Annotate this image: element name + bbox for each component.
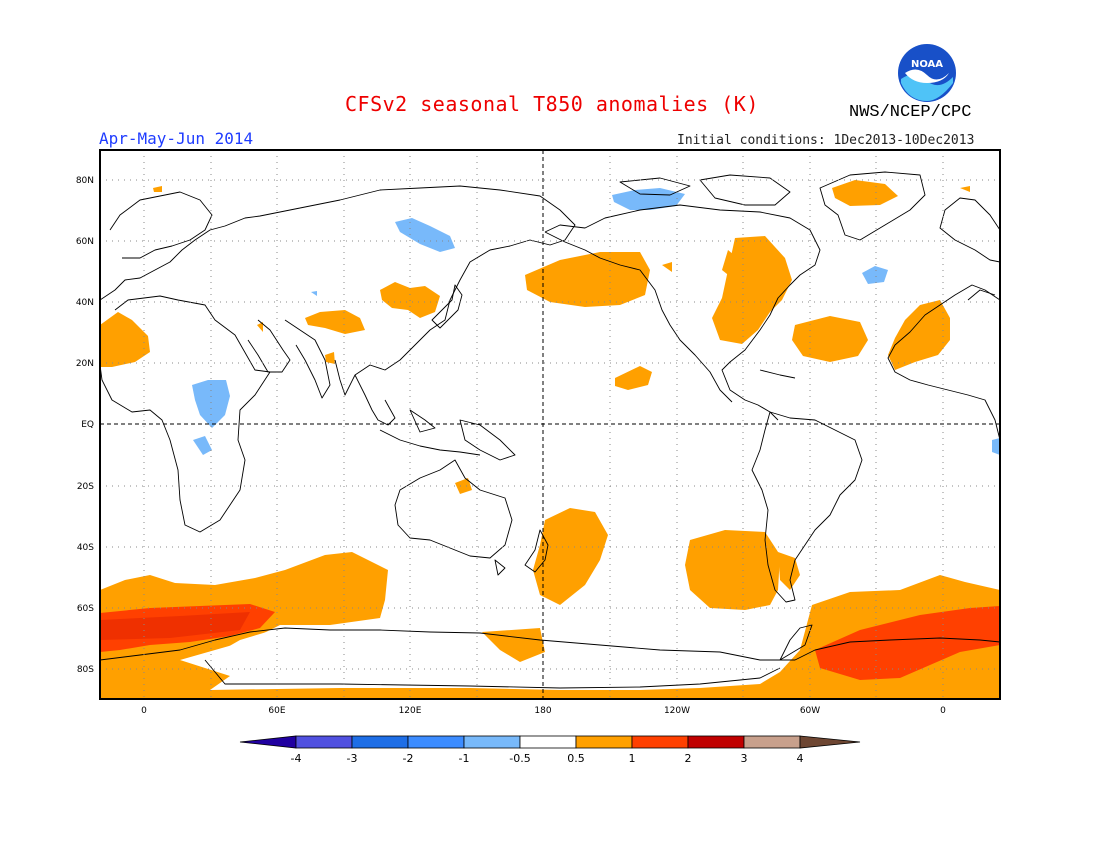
- map-title: CFSv2 seasonal T850 anomalies (K): [345, 92, 759, 116]
- svg-text:60W: 60W: [800, 706, 820, 716]
- svg-text:40N: 40N: [76, 298, 94, 308]
- svg-text:3: 3: [741, 752, 748, 765]
- svg-text:20N: 20N: [76, 359, 94, 369]
- svg-text:120E: 120E: [399, 706, 422, 716]
- anomaly-orange-south-pacific-1: [533, 508, 608, 605]
- colorbar-labels: -4 -3 -2 -1 -0.5 0.5 1 2 3 4: [291, 752, 804, 765]
- svg-text:1: 1: [629, 752, 636, 765]
- svg-text:-4: -4: [291, 752, 302, 765]
- colorbar-segment-8: [687, 735, 745, 749]
- colorbar-segment-9: [743, 735, 801, 749]
- coastlines: [100, 171, 1000, 689]
- noaa-logo: NOAA: [898, 44, 956, 102]
- colorbar-segment-1: [295, 735, 353, 749]
- colorbar-segment-5: [519, 735, 577, 749]
- anomaly-orange-south-west: [100, 552, 1000, 699]
- svg-text:0.5: 0.5: [567, 752, 585, 765]
- anomaly-red-south-east: [815, 606, 1000, 680]
- anomaly-orange-north-america: [712, 236, 792, 344]
- anomaly-orange-west-africa-right: [888, 300, 950, 370]
- svg-text:60S: 60S: [77, 604, 94, 614]
- colorbar-segment-6: [575, 735, 633, 749]
- svg-text:2: 2: [685, 752, 692, 765]
- svg-text:4: 4: [797, 752, 804, 765]
- svg-text:-2: -2: [403, 752, 414, 765]
- anomaly-orange-north-atlantic: [792, 316, 868, 362]
- anomaly-blue-siberia: [395, 218, 455, 252]
- colorbar-segment-0: [239, 735, 297, 749]
- gridlines: [100, 150, 1000, 699]
- longitude-labels: 0 60E 120E 180 120W 60W 0: [141, 706, 946, 716]
- svg-text:0: 0: [940, 706, 946, 716]
- season-label: Apr-May-Jun 2014: [99, 129, 254, 148]
- svg-text:80N: 80N: [76, 176, 94, 186]
- svg-text:40S: 40S: [77, 543, 94, 553]
- svg-text:60N: 60N: [76, 237, 94, 247]
- svg-text:60E: 60E: [268, 706, 285, 716]
- anomaly-red-south-west: [100, 604, 275, 652]
- svg-text:-1: -1: [459, 752, 470, 765]
- map-frame: [99, 149, 1001, 700]
- colorbar-segment-10: [799, 735, 861, 749]
- svg-text:EQ: EQ: [81, 420, 94, 430]
- svg-text:120W: 120W: [664, 706, 690, 716]
- anomaly-blue-africa: [192, 380, 230, 428]
- svg-text:20S: 20S: [77, 482, 94, 492]
- anomaly-blue-atlantic: [862, 266, 888, 284]
- anomaly-fields: [100, 180, 1000, 699]
- svg-text:-3: -3: [347, 752, 358, 765]
- svg-text:-0.5: -0.5: [509, 752, 530, 765]
- anomaly-orange-south-pacific-2: [685, 530, 780, 610]
- initial-conditions-label: Initial conditions: 1Dec2013-10Dec2013: [677, 133, 975, 148]
- organization-label: NWS/NCEP/CPC: [849, 103, 972, 122]
- svg-text:180: 180: [534, 706, 551, 716]
- colorbar-segment-2: [351, 735, 409, 749]
- anomaly-orange-greenland: [832, 180, 898, 206]
- svg-text:0: 0: [141, 706, 147, 716]
- colorbar: [239, 735, 861, 749]
- anomaly-orange-north-pacific: [525, 252, 650, 307]
- latitude-labels: 80N 60N 40N 20N EQ 20S 40S 60S 80S: [76, 176, 94, 675]
- anomaly-orange-west-africa-left: [100, 312, 150, 367]
- colorbar-segment-4: [463, 735, 521, 749]
- svg-text:80S: 80S: [77, 665, 94, 675]
- colorbar-segment-3: [407, 735, 465, 749]
- colorbar-segment-7: [631, 735, 689, 749]
- logo-text: NOAA: [911, 59, 943, 70]
- anomaly-blue-arctic-canada: [612, 188, 685, 210]
